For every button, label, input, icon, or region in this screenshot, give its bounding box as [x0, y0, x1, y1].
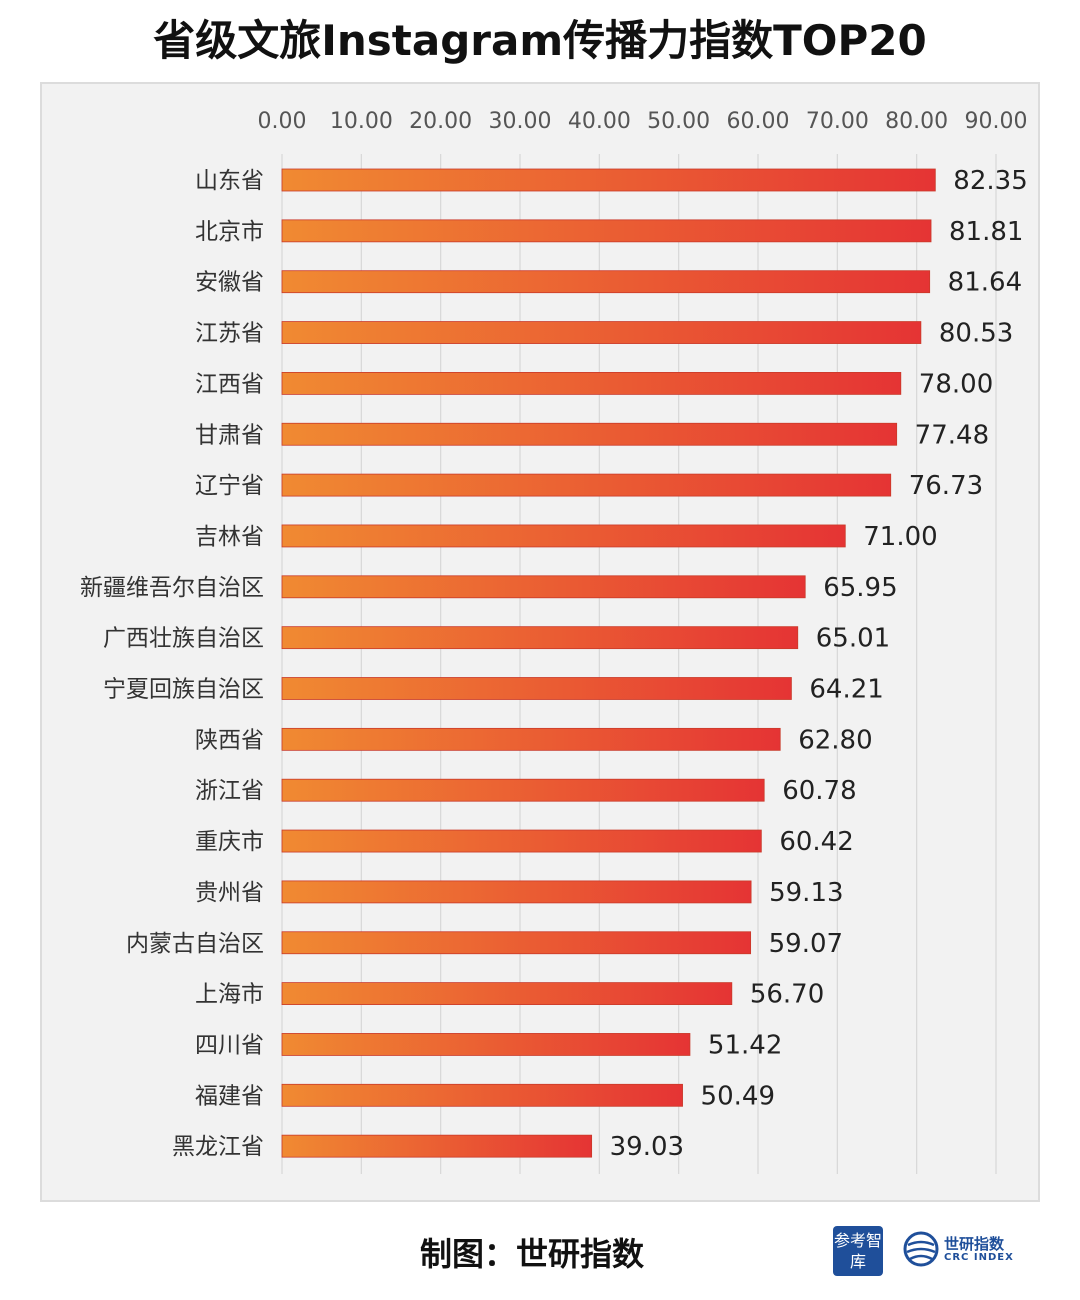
- category-label: 山东省: [195, 168, 264, 194]
- x-tick-label: 20.00: [409, 109, 472, 134]
- x-tick-label: 0.00: [258, 109, 307, 134]
- x-tick-label: 60.00: [727, 109, 790, 134]
- data-label: 39.03: [610, 1132, 684, 1162]
- data-label: 56.70: [750, 980, 824, 1010]
- x-tick-label: 90.00: [965, 109, 1028, 134]
- category-label: 甘肃省: [195, 422, 264, 448]
- bar: [281, 1083, 683, 1107]
- category-label: 四川省: [195, 1032, 264, 1058]
- chart-title: 省级文旅Instagram传播力指数TOP20: [153, 16, 927, 65]
- x-tick-label: 50.00: [647, 109, 710, 134]
- data-label: 51.42: [708, 1030, 782, 1060]
- data-label: 78.00: [919, 369, 993, 399]
- data-label: 50.49: [701, 1081, 775, 1111]
- category-label: 安徽省: [195, 270, 264, 296]
- data-label: 62.80: [798, 725, 872, 755]
- category-label: 上海市: [195, 982, 264, 1008]
- x-tick-label: 10.00: [330, 109, 393, 134]
- bar: [281, 473, 892, 497]
- bar: [281, 1134, 593, 1158]
- bar: [281, 219, 932, 243]
- category-label: 宁夏回族自治区: [103, 677, 264, 703]
- globe-icon: [903, 1231, 939, 1267]
- bar: [281, 321, 922, 344]
- bar: [281, 626, 799, 650]
- category-label: 贵州省: [195, 880, 264, 906]
- crc-logo-cn: 世研指数: [944, 1235, 1005, 1253]
- category-label: 辽宁省: [195, 473, 264, 499]
- x-tick-label: 70.00: [806, 109, 869, 134]
- cankao-logo: 参考智库: [833, 1226, 883, 1276]
- bar: [281, 931, 752, 955]
- data-label: 81.81: [949, 217, 1023, 247]
- bar: [281, 575, 806, 599]
- category-label: 江西省: [195, 371, 264, 397]
- data-label: 64.21: [809, 675, 883, 705]
- category-label: 广西壮族自治区: [103, 626, 264, 652]
- category-label: 内蒙古自治区: [126, 931, 264, 957]
- bar: [281, 982, 733, 1005]
- bar: [281, 677, 792, 700]
- category-label: 福建省: [195, 1083, 264, 1109]
- bar-chart: 0.00 10.00 20.00 30.00 40.00 50.00 60.00 70.00 8…: [80, 109, 1028, 1174]
- category-label: 新疆维吾尔自治区: [80, 575, 264, 601]
- bar: [281, 778, 765, 802]
- data-label: 81.64: [948, 268, 1022, 298]
- x-tick-label: 30.00: [489, 109, 552, 134]
- data-label: 65.01: [816, 624, 890, 654]
- category-label: 浙江省: [195, 778, 264, 804]
- bar: [281, 371, 902, 395]
- category-label: 黑龙江省: [172, 1134, 264, 1160]
- bar: [281, 524, 846, 548]
- bar: [281, 829, 762, 853]
- data-label: 59.13: [769, 878, 843, 908]
- data-label: 76.73: [909, 471, 983, 501]
- chart-panel: 0.00 10.00 20.00 30.00 40.00 50.00 60.00 70.00 8…: [40, 82, 1040, 1202]
- bar: [281, 727, 781, 751]
- data-label: 60.78: [782, 776, 856, 806]
- data-label: 82.35: [953, 166, 1027, 196]
- data-label: 65.95: [823, 573, 897, 603]
- bar: [281, 270, 931, 294]
- category-label: 江苏省: [195, 321, 264, 347]
- category-label: 陕西省: [195, 727, 264, 753]
- data-label: 71.00: [863, 522, 937, 552]
- bar: [281, 168, 936, 192]
- credit-text: 制图：世研指数: [420, 1235, 645, 1273]
- category-label: 重庆市: [195, 829, 264, 855]
- category-label: 吉林省: [195, 524, 264, 550]
- x-tick-label: 40.00: [568, 109, 631, 134]
- crc-logo-en: CRC INDEX: [944, 1252, 1014, 1263]
- data-label: 59.07: [769, 929, 843, 959]
- bar: [281, 1033, 691, 1056]
- category-label: 北京市: [195, 219, 264, 245]
- data-label: 80.53: [939, 319, 1013, 349]
- x-tick-label: 80.00: [885, 109, 948, 134]
- bar: [281, 880, 752, 904]
- data-label: 77.48: [915, 420, 989, 450]
- bar: [281, 422, 898, 446]
- data-label: 60.42: [779, 827, 853, 857]
